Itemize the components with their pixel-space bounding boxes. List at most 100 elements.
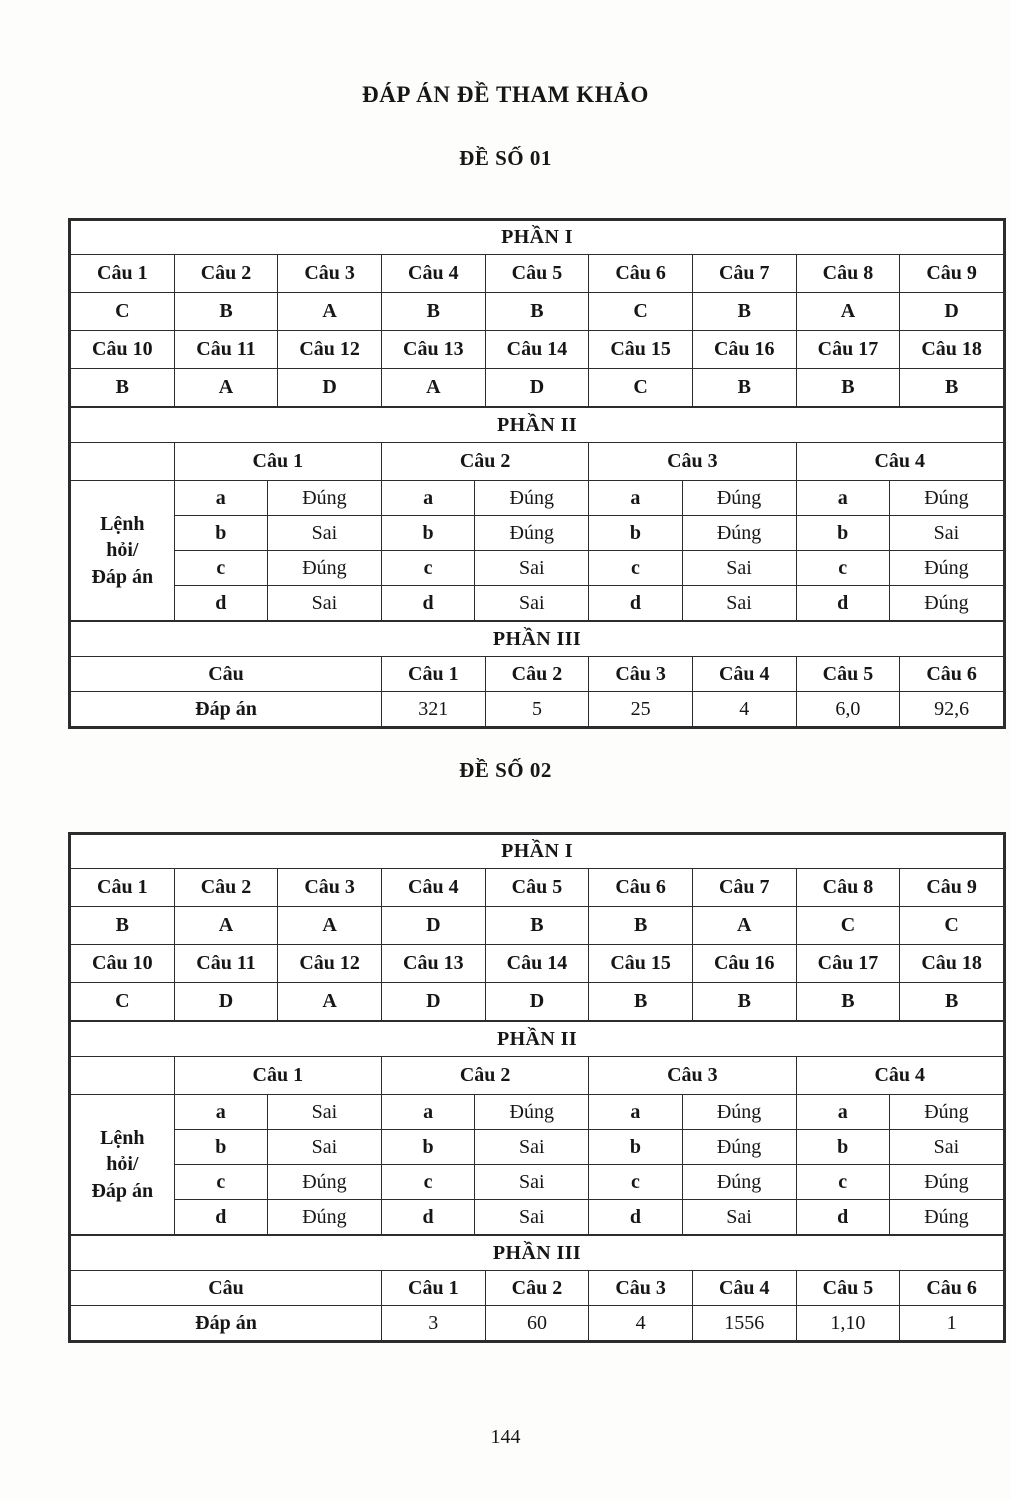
- truefalse-cell: Đúng: [681, 515, 797, 551]
- letter-cell: d: [380, 585, 476, 621]
- column-header: Câu 18: [899, 330, 1004, 369]
- letter-cell: d: [588, 1199, 683, 1235]
- column-header: Câu 8: [795, 868, 901, 907]
- letter-cell: d: [795, 585, 890, 621]
- letter-cell: b: [588, 1129, 683, 1165]
- answer-cell: B: [588, 982, 693, 1021]
- letter-cell: c: [380, 1164, 476, 1200]
- row-label: Lệnh hỏi/ Đáp án: [70, 1094, 175, 1235]
- column-header: Câu 10: [70, 330, 175, 369]
- answer-cell: A: [277, 292, 382, 331]
- letter-cell: b: [173, 1129, 268, 1165]
- answer-cell: 1,10: [795, 1305, 901, 1341]
- column-header: Câu 3: [588, 1056, 797, 1095]
- answer-cell: C: [588, 368, 693, 407]
- column-header: Câu 14: [484, 330, 590, 369]
- truefalse-cell: Đúng: [681, 1164, 797, 1200]
- column-header: Câu 2: [380, 1056, 590, 1095]
- truefalse-cell: Sai: [266, 585, 382, 621]
- truefalse-cell: Đúng: [888, 1094, 1005, 1130]
- answer-cell: 92,6: [899, 691, 1004, 727]
- answer-cell: C: [899, 906, 1004, 945]
- letter-cell: c: [173, 550, 268, 586]
- letter-cell: a: [795, 480, 890, 516]
- truefalse-cell: Đúng: [474, 515, 590, 551]
- table-row: C D A D D B B B B: [70, 982, 1004, 1021]
- column-header: Câu 17: [795, 944, 901, 983]
- truefalse-cell: Đúng: [474, 480, 590, 516]
- letter-cell: c: [380, 550, 476, 586]
- answer-cell: B: [484, 292, 590, 331]
- answer-cell: 1: [899, 1305, 1004, 1341]
- answer-cell: A: [277, 906, 382, 945]
- exam-02-title: ĐỀ SỐ 02: [459, 758, 552, 782]
- table-row: Lệnh hỏi/ Đáp án a Sai a Đúng a Đúng a Đ…: [70, 1094, 1005, 1235]
- table-row: Câu 10 Câu 11 Câu 12 Câu 13 Câu 14 Câu 1…: [70, 944, 1004, 983]
- letter-cell: a: [380, 1094, 476, 1130]
- column-header: Câu 6: [899, 1270, 1004, 1306]
- section-row: PHẦN III: [70, 1235, 1004, 1271]
- exam-01-answer-table: PHẦN I Câu 1 Câu 2 Câu 3 Câu 4 Câu 5 Câu…: [68, 218, 1006, 729]
- answer-cell: D: [380, 906, 486, 945]
- section-row: PHẦN I: [70, 220, 1004, 255]
- column-header: Câu 7: [691, 868, 797, 907]
- answer-cell: 4: [691, 691, 797, 727]
- answer-cell: B: [899, 982, 1004, 1021]
- column-header: Câu 1: [70, 254, 175, 293]
- answer-cell: B: [484, 906, 590, 945]
- column-header: Câu 12: [277, 944, 382, 983]
- truefalse-cell: Sai: [681, 585, 797, 621]
- section-header: PHẦN III: [70, 621, 1004, 657]
- answer-cell: D: [173, 982, 279, 1021]
- answer-cell: B: [691, 982, 797, 1021]
- answer-cell: C: [70, 982, 175, 1021]
- truefalse-cell: Sai: [681, 1199, 797, 1235]
- answer-cell: B: [691, 368, 797, 407]
- truefalse-cell: Đúng: [888, 585, 1005, 621]
- section-header: PHẦN I: [70, 220, 1004, 255]
- letter-cell: a: [588, 1094, 683, 1130]
- truefalse-cell: Sai: [266, 1129, 382, 1165]
- exam-02-part1-table: PHẦN I Câu 1 Câu 2 Câu 3 Câu 4 Câu 5 Câu…: [70, 834, 1004, 1021]
- answer-cell: 6,0: [795, 691, 901, 727]
- column-header: Câu 11: [173, 944, 279, 983]
- section-row: PHẦN III: [70, 621, 1004, 657]
- letter-cell: d: [588, 585, 683, 621]
- part3-row-label: Câu: [70, 656, 382, 692]
- exam-01-title: ĐỀ SỐ 01: [459, 146, 552, 170]
- table-row: b Sai b Sai b Đúng b Sai: [71, 1129, 1005, 1165]
- answer-cell: 5: [484, 691, 590, 727]
- table-row: B A A D B B A C C: [70, 906, 1004, 945]
- column-header: Câu 4: [795, 1056, 1005, 1095]
- truefalse-cell: Sai: [681, 550, 797, 586]
- column-header: Câu 4: [691, 1270, 797, 1306]
- column-header: Câu 1: [380, 1270, 486, 1306]
- letter-cell: c: [588, 1164, 683, 1200]
- column-header: Câu 2: [173, 254, 279, 293]
- table-row: C B A B B C B A D: [70, 292, 1004, 331]
- letter-cell: d: [173, 1199, 268, 1235]
- answer-cell: B: [70, 368, 175, 407]
- truefalse-cell: Sai: [474, 550, 590, 586]
- column-header: Câu 12: [277, 330, 382, 369]
- table-row: d Đúng d Sai d Sai d Đúng: [71, 1199, 1005, 1235]
- column-header: Câu 4: [380, 254, 486, 293]
- column-header: Câu 3: [277, 254, 382, 293]
- truefalse-cell: Sai: [474, 1199, 590, 1235]
- table-row: Câu Câu 1 Câu 2 Câu 3 Câu 4 Câu 5 Câu 6: [70, 656, 1004, 692]
- column-header: Câu 1: [70, 868, 175, 907]
- section-header: PHẦN III: [70, 1235, 1004, 1271]
- page-number: 144: [490, 1426, 521, 1448]
- section-row: PHẦN I: [70, 834, 1004, 869]
- column-header: Câu 4: [795, 442, 1005, 481]
- exam-02-part3-table: PHẦN III Câu Câu 1 Câu 2 Câu 3 Câu 4 Câu…: [70, 1235, 1004, 1341]
- answer-cell: B: [691, 292, 797, 331]
- column-header: Câu 8: [795, 254, 901, 293]
- answer-cell: A: [380, 368, 486, 407]
- letter-cell: a: [173, 480, 268, 516]
- answer-cell: A: [173, 368, 279, 407]
- letter-cell: a: [588, 480, 683, 516]
- column-header: Câu 3: [588, 1270, 693, 1306]
- table-row: Lệnh hỏi/ Đáp án a Đúng a Đúng a Đúng a …: [70, 480, 1005, 621]
- column-header: Câu 11: [173, 330, 279, 369]
